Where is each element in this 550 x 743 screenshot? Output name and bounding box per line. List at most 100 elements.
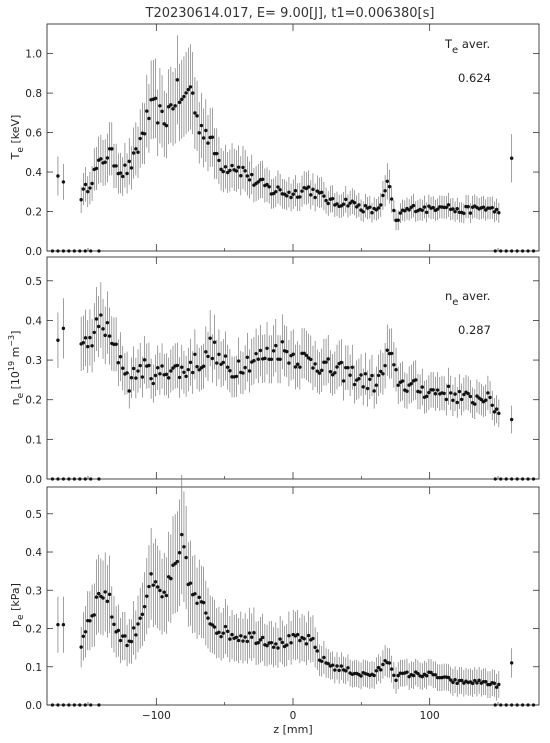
- zero-point: [499, 703, 503, 707]
- data-point: [83, 182, 88, 187]
- data-point: [449, 678, 453, 682]
- data-point: [94, 317, 99, 321]
- zero-point: [521, 249, 525, 253]
- data-point: [383, 658, 387, 663]
- data-point: [313, 362, 317, 366]
- data-point: [306, 633, 311, 638]
- zero-point: [504, 249, 508, 253]
- data-point: [271, 645, 276, 649]
- data-point: [320, 368, 324, 373]
- data-point: [359, 373, 363, 377]
- data-point: [274, 642, 278, 646]
- data-point: [298, 195, 302, 199]
- data-point: [346, 666, 350, 670]
- data-point: [497, 682, 501, 687]
- data-point: [383, 189, 387, 193]
- data-point: [123, 634, 127, 638]
- data-point: [446, 203, 451, 207]
- data-point: [276, 185, 280, 189]
- zero-point: [493, 703, 497, 707]
- data-point: [180, 365, 184, 369]
- data-point: [348, 201, 352, 205]
- data-point: [370, 373, 374, 378]
- zero-point: [72, 703, 76, 707]
- data-point: [289, 641, 293, 645]
- data-point: [156, 585, 160, 589]
- data-point: [245, 639, 250, 644]
- x-axis-label: z [mm]: [273, 723, 312, 736]
- data-point: [407, 674, 411, 679]
- data-point: [92, 330, 96, 335]
- data-point: [306, 185, 311, 189]
- data-point: [142, 604, 147, 609]
- data-point: [376, 373, 381, 378]
- data-point: [228, 368, 232, 373]
- data-point: [182, 370, 186, 374]
- data-point: [427, 204, 431, 208]
- data-point: [195, 364, 199, 369]
- zero-point: [531, 703, 536, 707]
- data-point: [420, 208, 424, 213]
- x-tick-label: 0: [290, 710, 297, 722]
- data-point: [309, 357, 313, 362]
- zero-point: [50, 703, 55, 707]
- data-point: [302, 351, 306, 355]
- data-point: [394, 367, 398, 372]
- data-point: [368, 377, 372, 381]
- data-point: [396, 673, 400, 678]
- data-point: [374, 383, 379, 387]
- data-point: [123, 163, 127, 167]
- data-point: [223, 624, 228, 629]
- data-point: [241, 371, 245, 375]
- data-point: [359, 674, 363, 678]
- data-point: [99, 157, 103, 161]
- data-point: [311, 187, 315, 192]
- data-point: [313, 195, 317, 200]
- data-point: [94, 595, 99, 599]
- data-point: [223, 165, 228, 169]
- data-point: [131, 151, 136, 155]
- data-point: [287, 190, 291, 194]
- data-point: [134, 376, 138, 380]
- data-point: [260, 177, 265, 181]
- data-point: [344, 669, 348, 673]
- data-point: [484, 398, 488, 402]
- panel-te-data: [50, 35, 536, 253]
- data-point: [118, 638, 123, 643]
- y-tick-label: 0.0: [25, 246, 42, 258]
- y-tick-label: 0.4: [25, 547, 42, 559]
- data-point: [381, 372, 385, 376]
- data-point: [221, 360, 225, 365]
- data-point: [90, 344, 94, 348]
- data-point: [497, 211, 501, 215]
- data-point: [86, 189, 90, 194]
- data-point: [110, 615, 114, 619]
- data-point: [365, 386, 370, 391]
- y-tick-label: 0.2: [25, 624, 42, 636]
- zero-point: [97, 703, 101, 707]
- data-point: [103, 160, 107, 164]
- panel-te: 0.0 0.2 0.4 0.6 0.8 1.0 Te [keV] Te aver. 0.6…: [9, 23, 540, 258]
- data-point: [173, 561, 177, 566]
- y-tick-label: 0.2: [25, 395, 42, 407]
- zero-point: [67, 477, 71, 481]
- data-point: [204, 611, 208, 615]
- zero-point: [97, 477, 101, 481]
- data-point: [344, 197, 348, 202]
- panel-ne-annotation-label: ne aver.: [445, 289, 490, 308]
- data-point: [320, 659, 324, 663]
- data-point: [509, 156, 514, 160]
- data-point: [330, 196, 335, 201]
- data-point: [376, 665, 381, 670]
- data-point: [400, 379, 405, 383]
- y-tick-label: 0.1: [25, 434, 42, 446]
- data-point: [245, 355, 250, 359]
- data-point: [424, 210, 429, 215]
- data-point: [265, 182, 269, 187]
- data-point: [131, 626, 136, 630]
- data-point: [269, 357, 274, 361]
- data-point: [110, 147, 114, 151]
- data-point: [328, 369, 333, 374]
- data-point: [287, 361, 291, 365]
